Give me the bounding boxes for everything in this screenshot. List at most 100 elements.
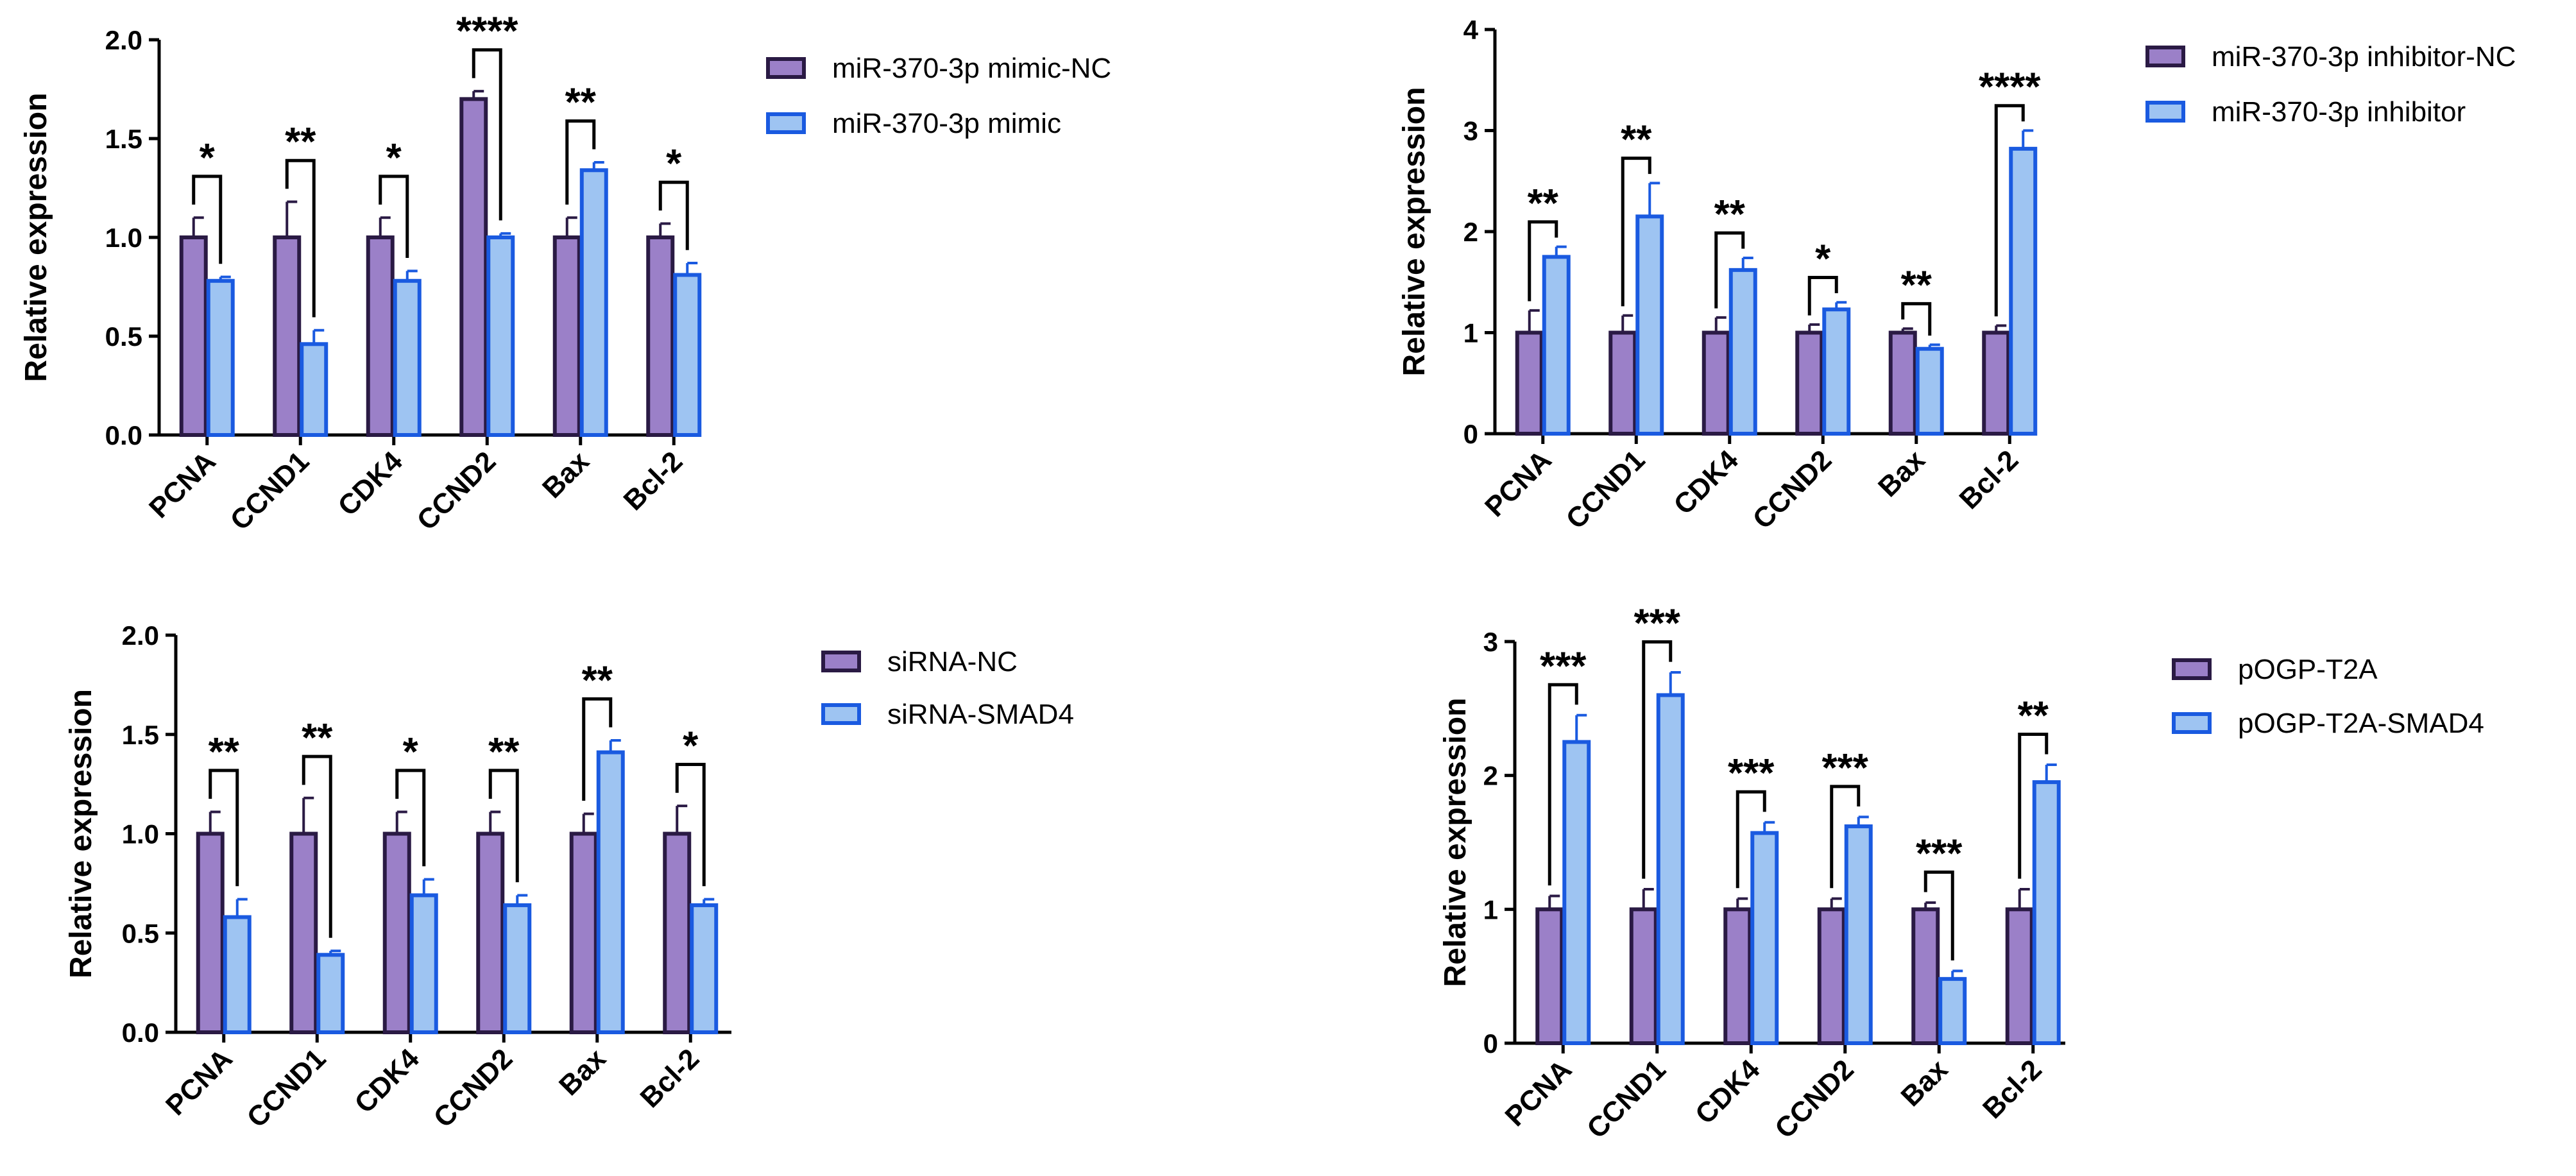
x-tick-label: Bax xyxy=(553,1043,612,1102)
bar-treatment xyxy=(2009,146,2038,436)
y-tick-label: 0.5 xyxy=(105,321,142,352)
bar-control xyxy=(1817,907,1846,1046)
bar-treatment xyxy=(1728,268,1757,436)
x-tick-label: PCNA xyxy=(1479,444,1558,523)
x-tick-label: Bcl-2 xyxy=(1954,444,2025,515)
x-tick-label: CDK4 xyxy=(1689,1053,1766,1130)
x-tick-label: CDK4 xyxy=(348,1043,425,1120)
bar-treatment xyxy=(1822,307,1851,436)
legend-label: miR-370-3p inhibitor-NC xyxy=(2212,41,2516,72)
x-tick-label: CCND2 xyxy=(427,1043,518,1134)
significance-bracket xyxy=(565,119,596,205)
bar-control xyxy=(476,831,505,1034)
significance-label: *** xyxy=(1634,602,1681,646)
significance-bracket xyxy=(488,769,519,883)
significance-label: ** xyxy=(488,730,520,774)
y-tick-label: 2 xyxy=(1483,761,1498,791)
legend-swatch xyxy=(766,112,806,134)
significance-label: ** xyxy=(565,81,597,125)
significance-bracket xyxy=(1901,302,1932,336)
x-tick-label: Bax xyxy=(536,445,595,504)
significance-label: * xyxy=(403,730,419,774)
legend-label: miR-370-3p inhibitor xyxy=(2212,96,2466,128)
legend-swatch xyxy=(2145,101,2185,123)
significance-label: * xyxy=(386,136,402,180)
bar-treatment xyxy=(503,903,532,1035)
chart-panel-2: Relative expression 0 1 2 3 4 ** PCNA ** CCND1 ** C… xyxy=(1397,15,2516,535)
y-tick-label: 1.5 xyxy=(105,124,142,154)
legend-label: pOGP-T2A-SMAD4 xyxy=(2238,708,2484,739)
x-tick-label: PCNA xyxy=(1499,1053,1578,1132)
x-tick-label: Bax xyxy=(1872,444,1931,503)
significance-label: * xyxy=(683,724,699,769)
y-tick-label: 2 xyxy=(1463,217,1478,247)
significance-label: ** xyxy=(1714,192,1746,237)
significance-bracket xyxy=(1830,785,1861,889)
bar-treatment xyxy=(1635,214,1664,436)
x-tick-label: CCND2 xyxy=(411,445,502,536)
y-tick-label: 0.0 xyxy=(122,1018,159,1048)
bar-treatment xyxy=(393,278,422,438)
chart-panel-3: Relative expression0.00.51.01.52.0**PCNA… xyxy=(64,620,1074,1134)
bar-treatment xyxy=(409,893,438,1034)
legend-swatch xyxy=(2172,712,2212,734)
bar-treatment xyxy=(2032,780,2061,1045)
significance-bracket xyxy=(209,769,239,887)
significance-bracket xyxy=(379,175,409,259)
x-tick-label: CCND2 xyxy=(1769,1053,1860,1145)
x-tick-label: Bcl-2 xyxy=(618,445,689,516)
bar-control xyxy=(1535,907,1564,1046)
significance-bracket xyxy=(1994,104,2025,317)
bar-treatment xyxy=(1938,976,1967,1045)
y-axis-title: Relative expression xyxy=(19,93,53,382)
y-tick-label: 2.0 xyxy=(122,620,159,651)
significance-label: ** xyxy=(209,730,240,774)
bar-control xyxy=(366,235,395,437)
significance-bracket xyxy=(1621,157,1651,307)
bar-control xyxy=(1982,330,2011,436)
significance-label: **** xyxy=(456,10,518,54)
bar-control xyxy=(1888,330,1917,436)
x-tick-label: CCND1 xyxy=(241,1043,332,1134)
significance-label: ** xyxy=(1528,182,1559,226)
significance-bracket xyxy=(1548,683,1578,886)
y-tick-label: 0 xyxy=(1463,419,1478,449)
significance-label: ** xyxy=(302,716,333,760)
significance-label: *** xyxy=(1540,644,1587,688)
x-tick-label: PCNA xyxy=(160,1043,239,1121)
significance-label: ** xyxy=(285,120,316,164)
x-tick-label: Bcl-2 xyxy=(635,1043,706,1114)
y-tick-label: 0.0 xyxy=(105,420,142,450)
legend-label: siRNA-NC xyxy=(887,646,1018,677)
bar-control xyxy=(1723,907,1752,1046)
x-tick-label: CDK4 xyxy=(1668,444,1744,521)
significance-bracket xyxy=(302,754,332,938)
significance-label: **** xyxy=(1979,65,2041,110)
y-tick-label: 0.5 xyxy=(122,918,159,948)
legend-label: miR-370-3p mimic xyxy=(832,108,1061,139)
bar-control xyxy=(552,235,581,437)
significance-bracket xyxy=(1807,275,1838,316)
legend-label: siRNA-SMAD4 xyxy=(887,699,1074,730)
bar-treatment xyxy=(1562,740,1591,1045)
y-tick-label: 3 xyxy=(1483,627,1498,657)
y-tick-label: 3 xyxy=(1463,116,1478,146)
bar-control xyxy=(1515,330,1544,436)
x-tick-label: CDK4 xyxy=(332,445,409,522)
y-tick-label: 0 xyxy=(1483,1028,1498,1059)
bar-control xyxy=(459,97,488,437)
legend-label: miR-370-3p mimic-NC xyxy=(832,53,1111,84)
significance-label: ** xyxy=(2018,694,2049,738)
y-tick-label: 4 xyxy=(1463,15,1479,45)
significance-bracket xyxy=(1528,220,1558,302)
y-tick-label: 1.0 xyxy=(122,819,159,849)
significance-label: ** xyxy=(1621,118,1652,162)
legend-label: pOGP-T2A xyxy=(2238,654,2378,685)
bar-treatment xyxy=(223,915,252,1034)
x-tick-label: PCNA xyxy=(143,445,222,524)
significance-bracket xyxy=(192,175,223,264)
x-tick-label: CCND1 xyxy=(1560,444,1651,535)
chart-panel-1: Relative expression 0.0 0.5 1.0 1.5 2.0 * PCNA *… xyxy=(19,10,1111,537)
chart-panel-4: Relative expression 0 1 2 3 *** PCNA *** CCND1 **… xyxy=(1438,602,2484,1145)
